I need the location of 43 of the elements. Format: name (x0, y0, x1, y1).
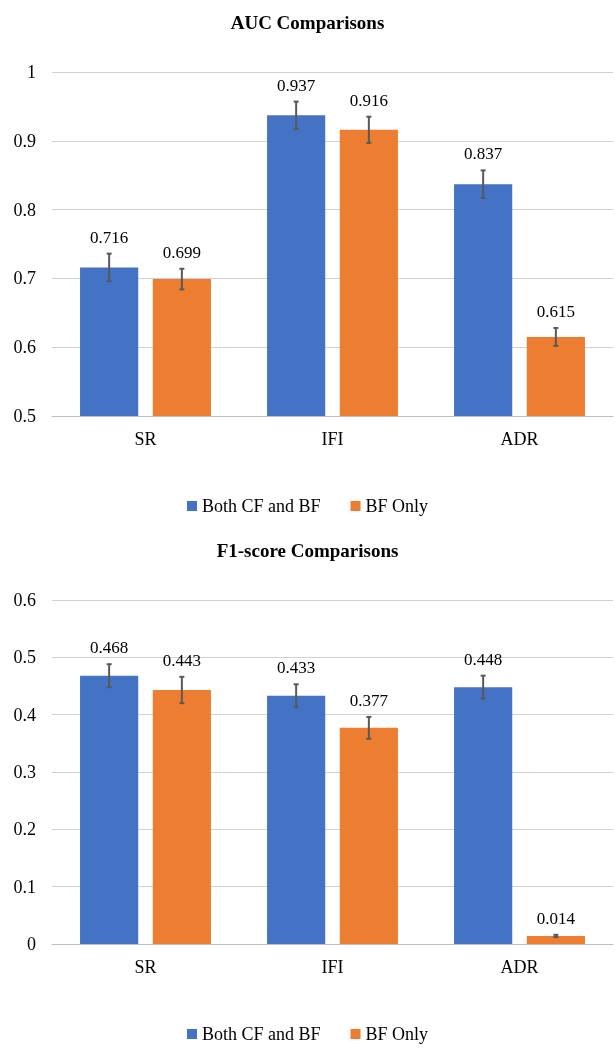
y-tick-label: 0.8 (13, 199, 36, 220)
data-label: 0.916 (349, 90, 388, 110)
y-tick-label: 0.2 (13, 819, 36, 840)
legend-label: BF Only (365, 1024, 429, 1044)
bar (267, 695, 326, 944)
y-tick-label: 1 (27, 62, 36, 82)
bar (152, 690, 211, 944)
y-tick-label: 0.7 (13, 268, 36, 289)
data-label: 0.837 (464, 144, 503, 164)
data-label: 0.014 (536, 908, 576, 928)
x-tick-label: SR (134, 957, 157, 977)
data-label: 0.377 (349, 690, 389, 710)
y-tick-label: 0 (27, 934, 36, 954)
bar (80, 675, 139, 944)
y-tick-label: 0.6 (13, 337, 36, 358)
data-label: 0.937 (277, 75, 316, 95)
data-label: 0.433 (277, 658, 316, 678)
x-tick-label: ADR (500, 957, 539, 977)
bar (526, 935, 585, 944)
legend-label: Both CF and BF (201, 496, 321, 516)
data-label: 0.468 (90, 638, 129, 658)
x-tick-label: SR (134, 429, 157, 449)
y-tick-label: 0.4 (13, 704, 36, 725)
data-label: 0.443 (162, 650, 201, 670)
legend-label: Both CF and BF (201, 1024, 321, 1044)
chart-title: AUC Comparisons (230, 12, 385, 33)
y-tick-label: 0.9 (13, 130, 36, 151)
data-label: 0.448 (464, 649, 503, 669)
bar (454, 687, 513, 944)
data-label: 0.716 (90, 227, 129, 247)
y-tick-label: 0.6 (13, 590, 36, 610)
chart-title: F1-score Comparisons (216, 540, 399, 561)
x-tick-label: IFI (321, 957, 344, 977)
x-tick-label: IFI (321, 429, 344, 449)
y-tick-label: 0.1 (13, 876, 36, 897)
y-tick-label: 0.5 (13, 647, 36, 668)
y-tick-label: 0.5 (13, 406, 36, 426)
bar (339, 727, 398, 944)
data-label: 0.699 (162, 242, 201, 262)
x-tick-label: ADR (500, 429, 539, 449)
data-label: 0.615 (536, 301, 575, 321)
legend-label: BF Only (365, 496, 429, 516)
y-tick-label: 0.3 (13, 762, 36, 782)
